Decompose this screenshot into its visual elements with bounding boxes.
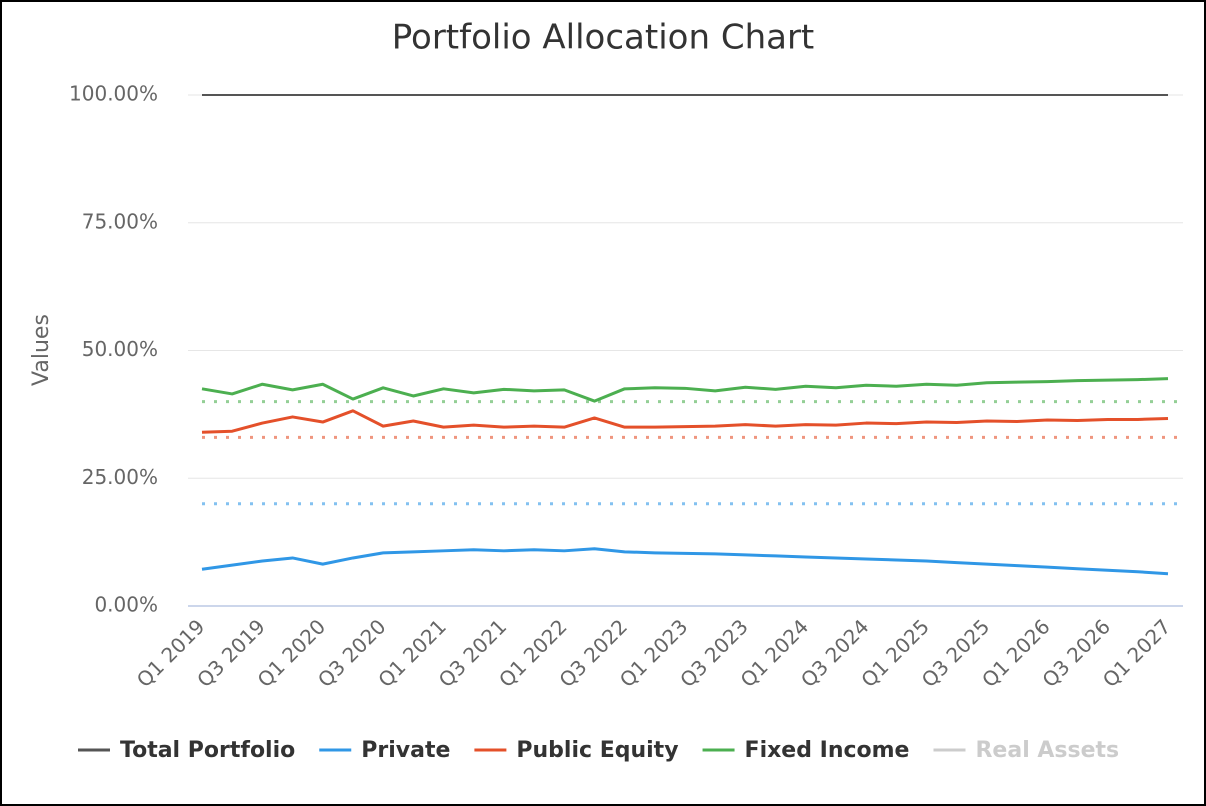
y-tick-label: 25.00% [82,465,158,489]
y-tick-label: 0.00% [94,593,158,617]
legend-label: Total Portfolio [120,738,295,763]
series-line [201,547,1169,576]
legend-label: Public Equity [516,738,678,763]
y-tick-label: 75.00% [82,209,158,233]
legend-label: Private [361,738,450,763]
series-line [201,377,1169,403]
y-tick-label: 100.00% [69,82,158,106]
legend-label: Fixed Income [745,738,910,763]
legend-label: Real Assets [975,738,1119,763]
y-tick-label: 50.00% [82,337,158,361]
series-line [201,409,1169,434]
y-axis-label: Values [29,314,54,386]
chart-title: Portfolio Allocation Chart [392,18,815,58]
